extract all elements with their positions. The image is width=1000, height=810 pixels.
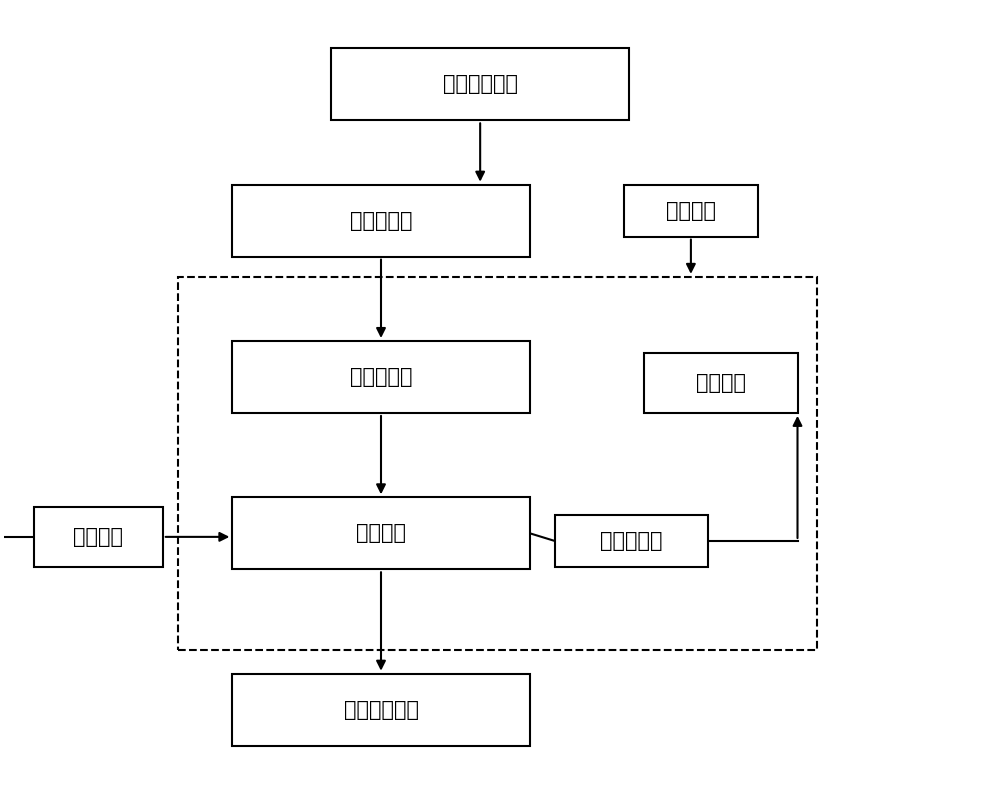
Text: 模板缓冲: 模板缓冲 (666, 201, 716, 220)
FancyBboxPatch shape (644, 353, 798, 413)
FancyBboxPatch shape (624, 185, 758, 237)
Text: 地层图元数据: 地层图元数据 (443, 75, 518, 94)
Text: 渲染管线: 渲染管线 (356, 523, 406, 544)
Text: 编译着色器: 编译着色器 (350, 211, 412, 231)
Text: 着色器实例: 着色器实例 (350, 367, 412, 387)
Text: 实时渲染框架: 实时渲染框架 (344, 700, 419, 719)
FancyBboxPatch shape (232, 497, 530, 569)
FancyBboxPatch shape (555, 515, 708, 567)
FancyBboxPatch shape (232, 185, 530, 257)
FancyBboxPatch shape (34, 507, 163, 567)
Text: 着色器链接: 着色器链接 (600, 531, 663, 551)
Text: 渲染实例: 渲染实例 (73, 526, 123, 547)
Text: 剖面位置: 剖面位置 (696, 373, 746, 393)
FancyBboxPatch shape (232, 674, 530, 746)
FancyBboxPatch shape (232, 341, 530, 413)
FancyBboxPatch shape (331, 49, 629, 121)
